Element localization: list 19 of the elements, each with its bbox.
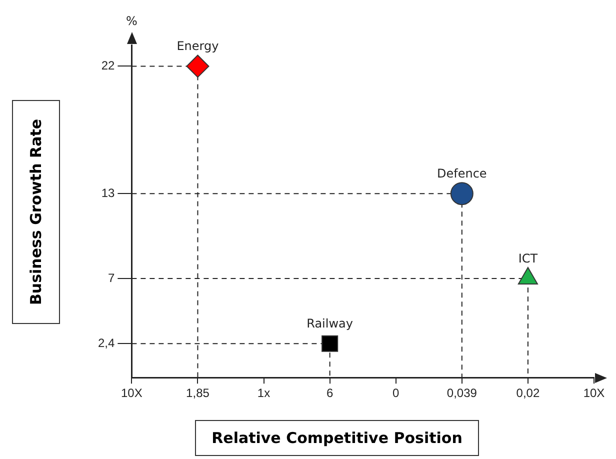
x-tick-label: 1x xyxy=(257,386,270,400)
text: % xyxy=(126,14,138,28)
x-tick-label: 0,039 xyxy=(446,386,478,400)
x-axis-title: Relative Competitive Position xyxy=(195,420,479,456)
x-tick-label: 10X xyxy=(583,386,605,400)
series-label: Defence xyxy=(436,166,487,181)
y-axis-title: Business Growth Rate xyxy=(27,118,46,306)
x-tick-label: 10X xyxy=(121,386,142,400)
series-label: Energy xyxy=(176,39,219,54)
x-tick-label: 0,02 xyxy=(516,386,540,400)
y-tick-label: 22 xyxy=(101,58,115,73)
series-label: ICT xyxy=(518,252,538,266)
series-label: Railway xyxy=(306,316,354,331)
y-tick-label: 13 xyxy=(101,186,115,200)
x-tick-label: 1,85 xyxy=(186,386,210,400)
y-tick-label: 2,4 xyxy=(98,336,115,350)
x-tick-label: 0 xyxy=(392,386,400,400)
y-tick-label: 7 xyxy=(108,270,115,285)
x-tick-label: 6 xyxy=(326,386,334,400)
